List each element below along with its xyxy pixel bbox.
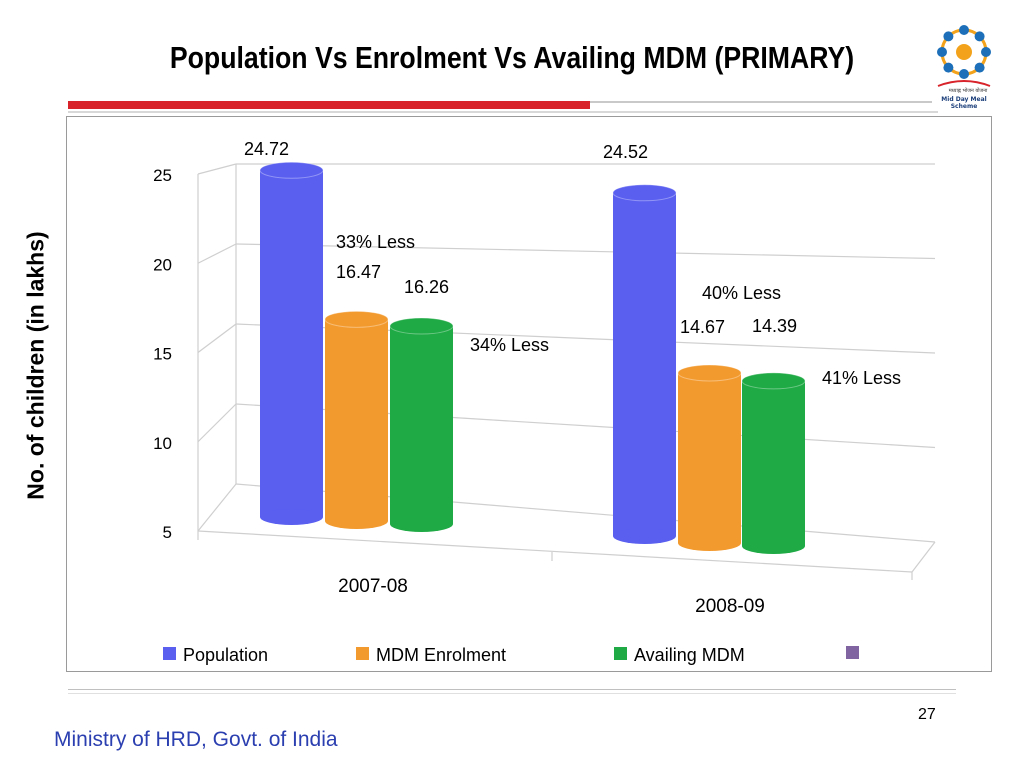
bar-enrolment-base bbox=[678, 535, 741, 551]
legend-label-enrolment: MDM Enrolment bbox=[376, 645, 506, 665]
bar-availing-base bbox=[742, 538, 805, 554]
legend-label-availing: Availing MDM bbox=[634, 645, 745, 665]
annotation-label: 40% Less bbox=[702, 283, 781, 303]
gridline-side bbox=[197, 163, 237, 175]
legend-swatch-availing bbox=[614, 647, 627, 660]
logo-figures-icon bbox=[937, 25, 991, 79]
chart-frame bbox=[66, 116, 992, 672]
bar-enrolment-base bbox=[325, 513, 388, 529]
data-label-enrolment: 14.67 bbox=[680, 317, 725, 337]
bar-enrolment-shade bbox=[325, 319, 388, 521]
data-label-availing: 14.39 bbox=[752, 316, 797, 336]
data-label-population: 24.72 bbox=[244, 139, 289, 159]
title-rule-grey bbox=[590, 101, 932, 103]
y-tick-label: 20 bbox=[153, 255, 172, 274]
x-category-label: 2008-09 bbox=[695, 596, 765, 617]
gridline bbox=[235, 243, 936, 260]
slide-title: Population Vs Enrolment Vs Availing MDM … bbox=[169, 40, 855, 75]
legend-swatch-population bbox=[163, 647, 176, 660]
bar-population-shade bbox=[260, 170, 323, 518]
title-accent-rule bbox=[68, 101, 590, 109]
gridline-side bbox=[197, 483, 237, 532]
bar-availing-shade bbox=[390, 326, 453, 524]
footer-rule-light bbox=[68, 693, 956, 694]
bar-population-top bbox=[259, 161, 324, 179]
bar-enrolment-top bbox=[677, 364, 742, 382]
gridline-side bbox=[197, 243, 237, 264]
data-label-availing: 16.26 bbox=[404, 277, 449, 297]
bar-population-shade bbox=[613, 192, 676, 536]
bar-population-top bbox=[612, 184, 677, 202]
legend-label-population: Population bbox=[183, 645, 268, 665]
bar-availing-top bbox=[389, 317, 454, 335]
logo-text-hindi: मध्याह्न भोजन योजना bbox=[948, 88, 988, 94]
data-label-population: 24.52 bbox=[603, 142, 648, 162]
gridline-side bbox=[197, 403, 237, 443]
bar-enrolment-shade bbox=[678, 372, 741, 543]
bar-population-base bbox=[613, 528, 676, 544]
floor-right-edge bbox=[911, 541, 936, 573]
bar-population-base bbox=[260, 509, 323, 525]
page-number: 27 bbox=[918, 706, 936, 723]
y-tick-label: 5 bbox=[163, 523, 172, 542]
bar-availing-top bbox=[741, 372, 806, 390]
legend-swatch-enrolment bbox=[356, 647, 369, 660]
footer-text: Ministry of HRD, Govt. of India bbox=[54, 728, 338, 751]
gridline-side bbox=[197, 323, 237, 353]
data-label-enrolment: 16.47 bbox=[336, 262, 381, 282]
footer-rule bbox=[68, 689, 956, 690]
floor-front-edge bbox=[197, 530, 913, 573]
bar-enrolment-top bbox=[324, 310, 389, 328]
y-tick-label: 15 bbox=[153, 345, 172, 364]
x-category-label: 2007-08 bbox=[338, 576, 408, 597]
y-tick-label: 10 bbox=[153, 434, 172, 453]
annotation-label: 33% Less bbox=[336, 232, 415, 252]
bar-availing-base bbox=[390, 516, 453, 532]
title-rule-grey-lower bbox=[68, 111, 938, 113]
y-tick-label: 25 bbox=[153, 166, 172, 185]
annotation-label: 41% Less bbox=[822, 368, 901, 388]
logo-text-english: Mid Day Meal Scheme bbox=[941, 96, 987, 110]
legend-swatch-extra bbox=[846, 646, 859, 659]
annotation-label: 34% Less bbox=[470, 335, 549, 355]
bar-availing-shade bbox=[742, 380, 805, 546]
mid-day-meal-logo bbox=[937, 25, 991, 87]
